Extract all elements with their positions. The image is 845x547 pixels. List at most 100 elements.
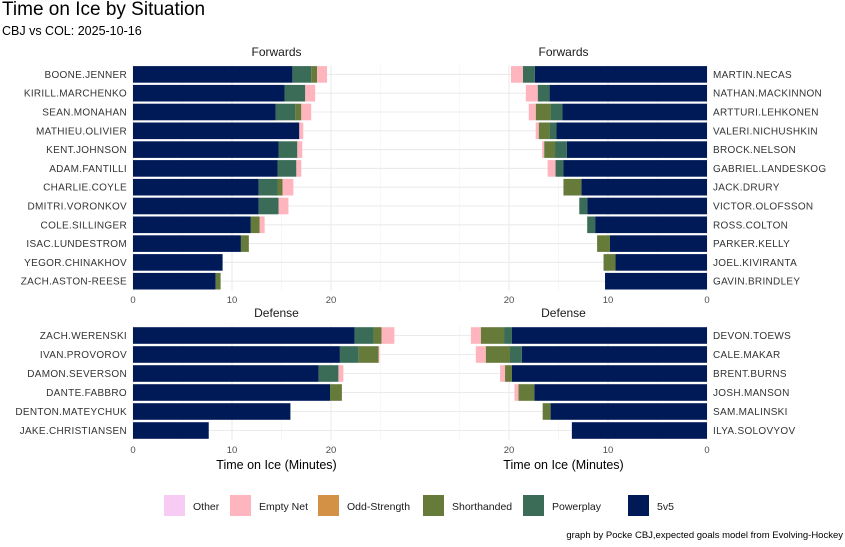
player-bar-martin-necas [510,66,707,83]
bar-segment-shorthanded [250,216,260,234]
bar-segment-5v5 [556,122,707,140]
player-bar-devon-toews [470,327,707,344]
player-label: BRENT.BURNS [713,369,787,380]
bar-segment-empty-net [514,384,519,401]
legend-label: Odd-Strength [347,501,410,513]
bar-segment-5v5 [133,160,278,177]
bar-segment-empty-net [299,122,304,140]
panel-title: Defense [541,306,586,320]
player-bar-zach-aston-reese [133,272,221,290]
player-label: JOEL.KIVIRANTA [713,258,797,269]
bar-segment-5v5 [605,272,707,290]
player-bar-mathieu-olivier [133,122,304,140]
x-axis-title: Time on Ice (Minutes) [503,458,623,472]
bar-segment-5v5 [511,365,707,382]
bar-segment-5v5 [521,346,707,363]
bar-segment-empty-net [381,327,395,344]
bar-segment-empty-net [535,122,539,140]
bar-segment-5v5 [534,66,707,83]
bar-segment-5v5 [562,103,707,121]
bar-segment-empty-net [470,327,481,344]
player-bar-jack-drury [563,178,707,196]
bar-segment-5v5 [133,403,291,420]
legend-swatch [318,495,339,516]
bar-segment-shorthanded [535,103,551,121]
bar-segment-powerplay [258,197,279,215]
bar-segment-5v5 [133,66,293,83]
legend-item-powerplay: Powerplay [523,495,602,516]
player-bar-parker-kelly [597,235,707,252]
bar-segment-shorthanded [542,403,551,420]
player-bar-ilya-solovyov [571,422,707,439]
player-label: KIRILL.MARCHENKO [24,89,127,100]
bar-segment-shorthanded [311,66,318,83]
player-label: IVAN.PROVOROV [40,350,127,361]
player-label: ADAM.FANTILLI [49,164,127,175]
player-bar-ross-colton [587,216,707,234]
player-bar-gabriel-landeskog [547,160,707,177]
bar-segment-5v5 [133,197,259,215]
player-bar-victor-olofsson [579,197,707,215]
player-bar-yegor-chinakhov [133,254,223,271]
x-tick-label: 20 [504,295,515,306]
player-bar-ivan-provorov [133,346,380,363]
player-bar-sam-malinski [542,403,707,420]
player-label: ZACH.ASTON-REESE [21,277,127,288]
bar-segment-powerplay [318,365,339,382]
bar-segment-shorthanded [597,235,610,252]
x-tick-label: 10 [227,445,238,456]
bar-segment-empty-net [301,103,312,121]
bar-segment-shorthanded [373,327,382,344]
x-tick-label: 20 [326,295,337,306]
player-label: YEGOR.CHINAKHOV [24,258,127,269]
bar-segment-powerplay [579,197,588,215]
bar-segment-empty-net [528,103,536,121]
bar-segment-5v5 [133,327,355,344]
player-bar-jake-christiansen [133,422,209,439]
bar-segment-shorthanded [563,178,582,196]
x-tick-label: 20 [326,445,337,456]
bar-segment-powerplay [258,178,278,196]
legend-label: Empty Net [259,501,308,513]
bar-segment-5v5 [133,178,259,196]
x-tick-label: 0 [130,295,135,306]
x-tick-label: 0 [130,445,135,456]
legend-swatch [628,495,649,516]
x-tick-label: 0 [704,445,709,456]
legend-item-5v5: 5v5 [628,495,674,516]
player-label: VICTOR.OLOFSSON [713,202,813,213]
bar-segment-powerplay [339,346,359,363]
legend-item-empty-net: Empty Net [230,495,308,516]
bar-segment-5v5 [133,365,319,382]
bar-segment-empty-net [305,84,316,102]
panels: Forwards BOONE.JENNER KIRILL.MARCHENKO SEAN… [15,45,826,472]
x-tick-label: 10 [603,445,614,456]
bar-segment-powerplay [537,84,550,102]
caption: graph by Pocke CBJ,expected goals model … [566,530,843,541]
bar-segment-empty-net [297,141,303,158]
player-bar-brent-burns [500,365,707,382]
panel-title: Forwards [251,45,301,59]
bar-segment-shorthanded [330,384,342,401]
panel-col-forwards: Forwards MARTIN.NECAS NATHAN.MACKINNON ARTT… [420,45,826,306]
player-label: MARTIN.NECAS [713,70,792,81]
player-label: VALERI.NICHUSHKIN [713,126,818,137]
player-bar-sean-monahan [133,103,312,121]
x-tick-label: 20 [504,445,515,456]
player-label: ARTTURI.LEHKONEN [713,108,819,119]
player-label: JAKE.CHRISTIANSEN [20,426,127,437]
legend-item-other: Other [164,495,220,516]
bar-segment-5v5 [133,272,216,290]
chart-title: Time on Ice by Situation [2,0,205,20]
bar-segment-powerplay [292,66,312,83]
player-label: DAMON.SEVERSON [27,369,127,380]
legend: Other Empty Net Odd-Strength Shorthanded Pow… [164,495,674,516]
bar-segment-empty-net [296,160,302,177]
legend-swatch [164,495,185,516]
bar-segment-shorthanded [603,254,616,271]
bar-segment-empty-net [510,66,523,83]
bar-segment-shorthanded [277,178,283,196]
bar-segment-empty-net [282,178,294,196]
bar-segment-powerplay [550,103,563,121]
